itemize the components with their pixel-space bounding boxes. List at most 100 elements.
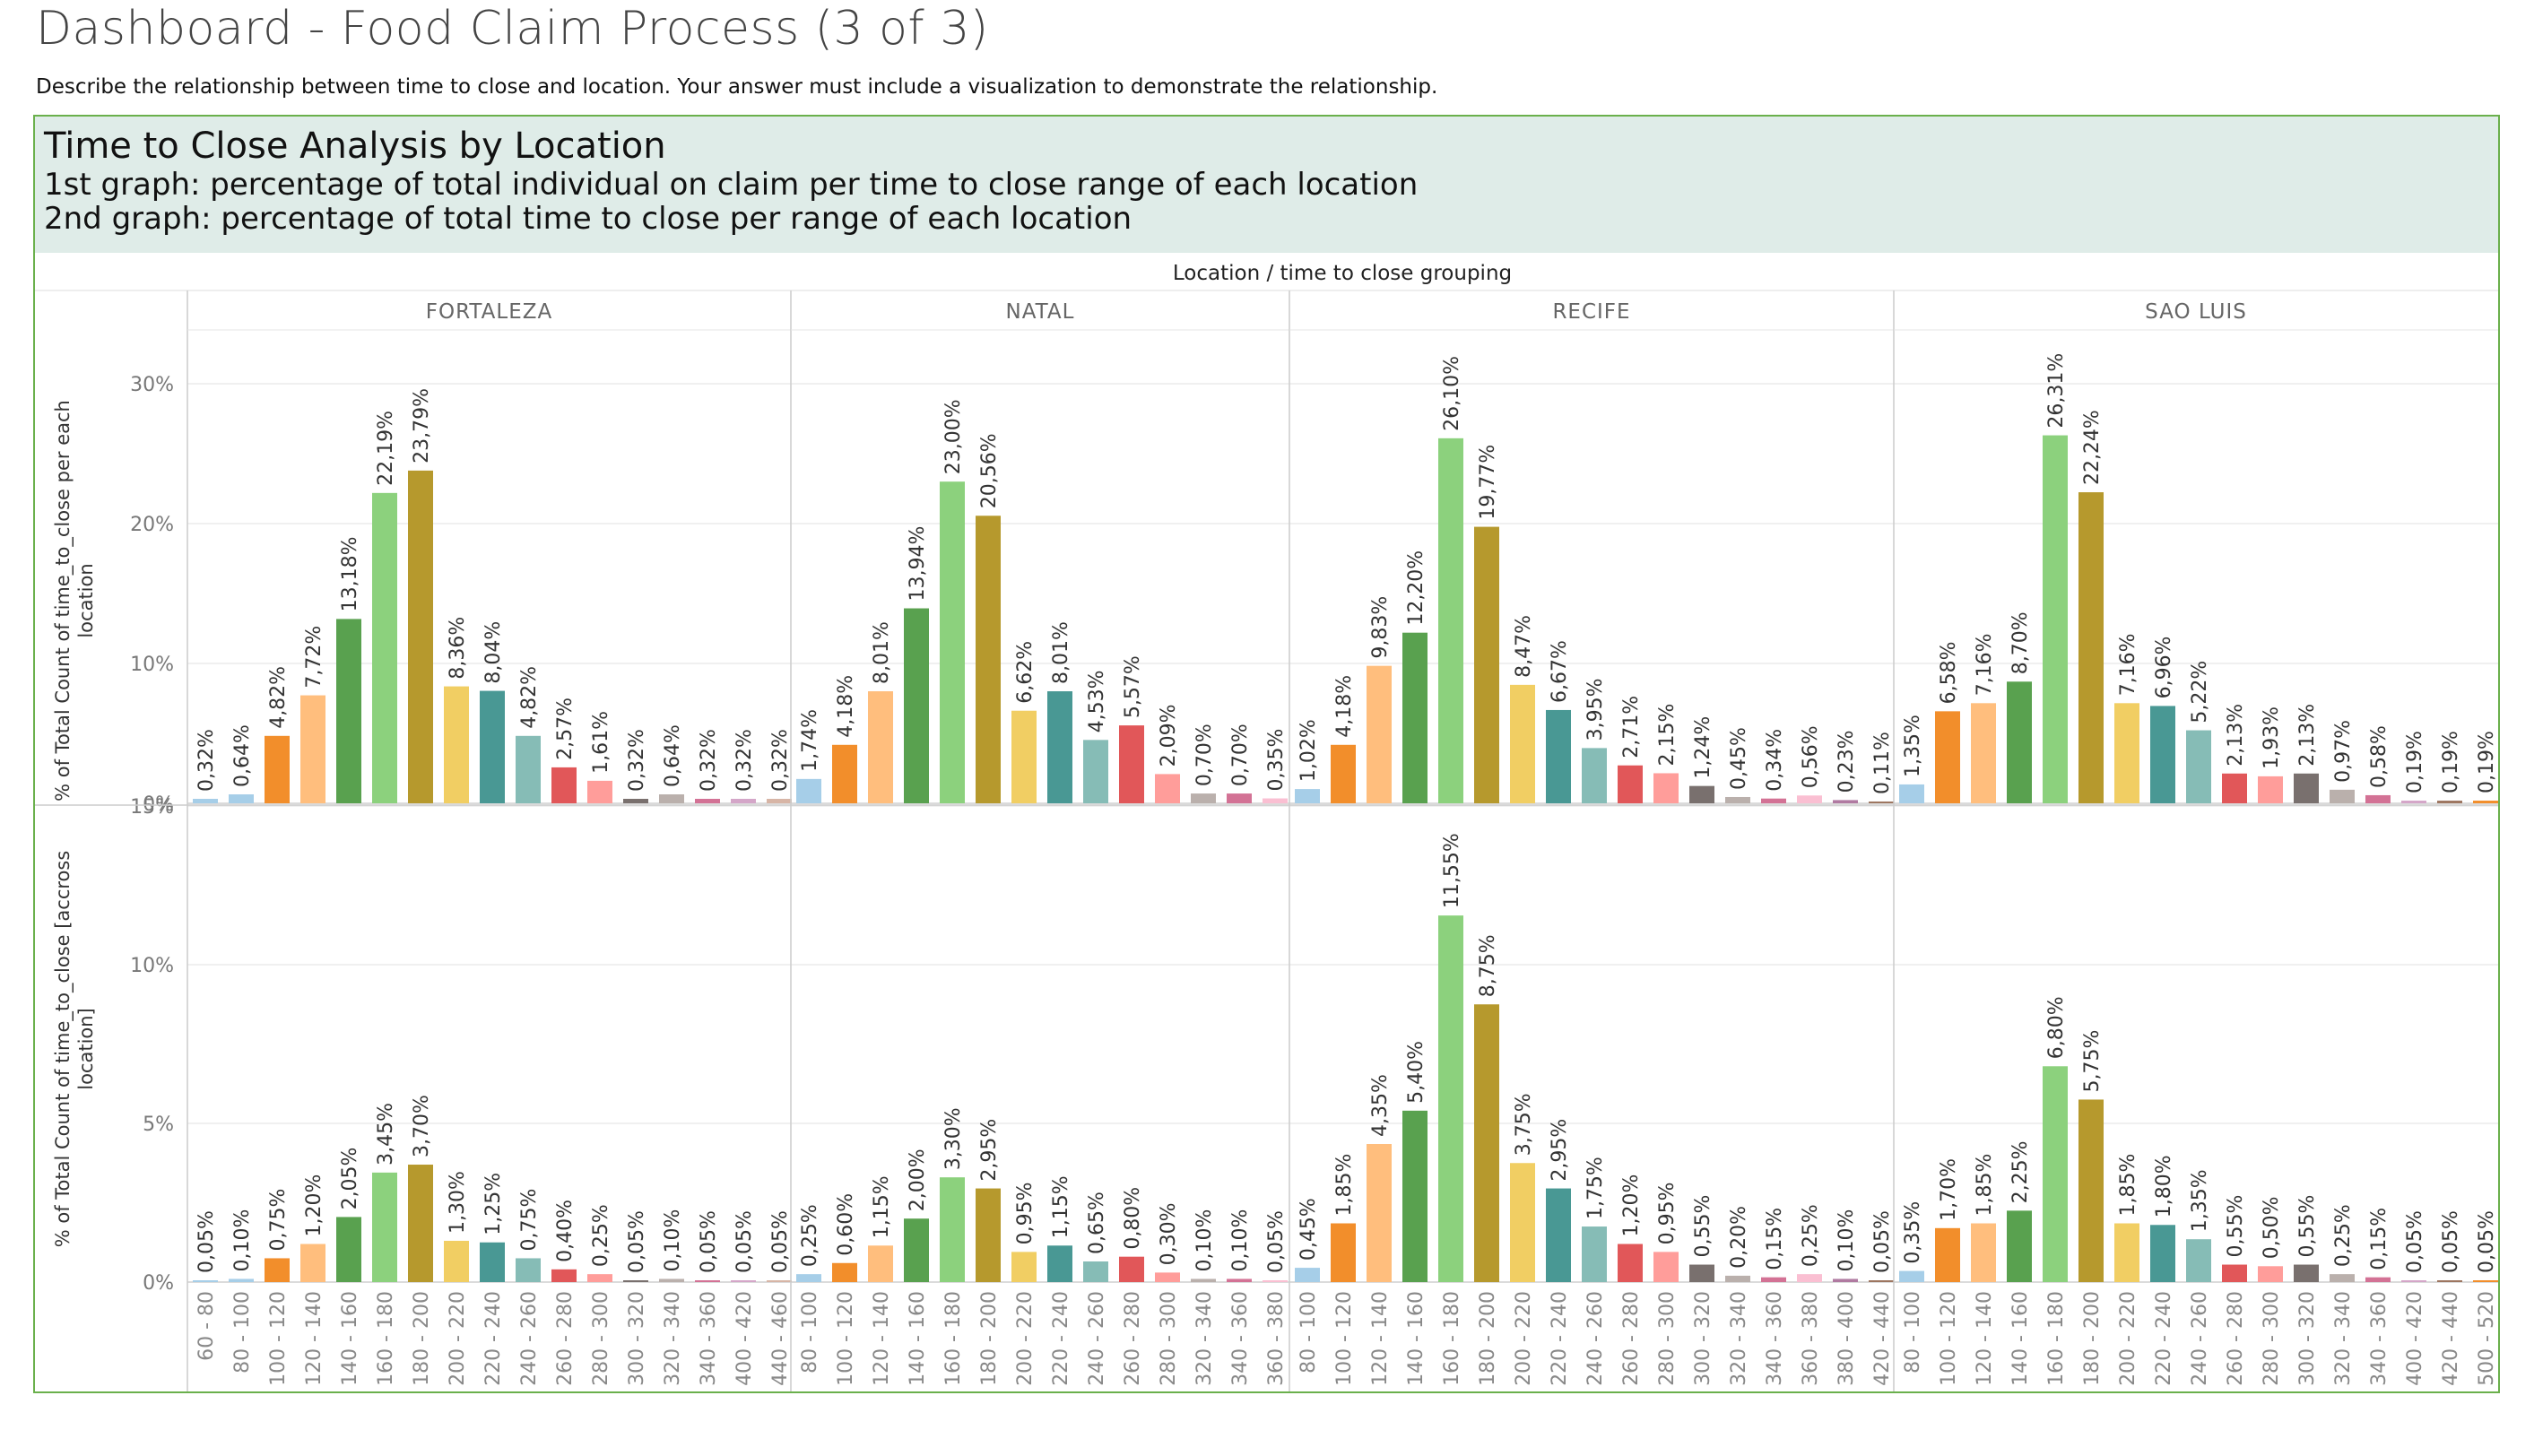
x-tick-label: 160 - 180 [2045, 1291, 2068, 1386]
bottom-data-label: 1,20% [303, 1174, 325, 1237]
bottom-tick-label: 10% [130, 955, 174, 977]
top-data-label: 0,56% [1800, 725, 1822, 788]
bottom-data-label: 2,05% [339, 1148, 361, 1210]
top-bar [796, 778, 821, 803]
top-bar [2007, 681, 2032, 803]
x-tick-label: 140 - 160 [1405, 1291, 1428, 1386]
top-data-label: 8,70% [2009, 611, 2032, 674]
bottom-data-label: 0,05% [733, 1210, 756, 1273]
bottom-data-label: 0,20% [1728, 1206, 1750, 1269]
top-bar [2258, 776, 2283, 803]
top-data-label: 1,74% [799, 709, 821, 772]
top-data-label: 0,32% [733, 729, 756, 792]
top-bar [767, 799, 792, 803]
top-bar [1653, 773, 1679, 803]
x-tick-label: 300 - 320 [1692, 1291, 1714, 1386]
bottom-bar [1083, 1261, 1108, 1282]
top-data-label: 0,32% [698, 729, 720, 792]
top-bar [2078, 492, 2104, 803]
top-data-label: 2,57% [554, 698, 577, 760]
bottom-bar [2007, 1210, 2032, 1282]
top-tick-label: 10% [130, 654, 174, 676]
bottom-data-label: 0,45% [1297, 1198, 1320, 1261]
top-bar [904, 608, 929, 803]
bottom-bar [976, 1188, 1001, 1282]
x-tick-label: 140 - 160 [339, 1291, 361, 1386]
bottom-data-label: 0,25% [1800, 1204, 1822, 1267]
top-data-label: 2,09% [1158, 705, 1180, 767]
top-bar [444, 686, 469, 803]
chart-header: Location / time to close grouping [1173, 262, 1512, 285]
bottom-bar [659, 1278, 684, 1282]
bottom-data-label: 0,05% [2476, 1210, 2498, 1273]
bottom-bar [2473, 1280, 2498, 1282]
bottom-bar [1899, 1270, 1924, 1282]
x-tick-label: 340 - 360 [1764, 1291, 1786, 1386]
top-bar [1761, 798, 1786, 803]
top-bar [2186, 730, 2211, 803]
top-data-label: 22,19% [375, 411, 397, 486]
bottom-bar [2437, 1280, 2462, 1282]
top-data-label: 0,58% [2368, 725, 2391, 788]
time-to-close-chart: Location / time to close grouping 30% 20% 1… [35, 262, 2498, 1391]
x-tick-label: 280 - 300 [1158, 1291, 1180, 1386]
bottom-bar [1546, 1188, 1571, 1282]
top-data-label: 4,18% [1333, 675, 1356, 738]
bottom-bar [1971, 1223, 1996, 1282]
bottom-bar [265, 1258, 290, 1282]
bottom-bar [1689, 1264, 1714, 1282]
top-bar [587, 780, 612, 803]
top-data-label: 26,10% [1441, 356, 1463, 431]
x-tick-label: 320 - 340 [2332, 1291, 2355, 1386]
bottom-data-label: 0,75% [518, 1189, 541, 1252]
x-tick-label: 220 - 240 [1549, 1291, 1571, 1386]
bottom-bar [1582, 1226, 1607, 1282]
bottom-bar [1047, 1245, 1072, 1282]
location-header: SAO LUIS [2145, 300, 2247, 324]
bottom-data-label: 0,05% [1871, 1210, 1894, 1273]
bottom-bar [1331, 1223, 1356, 1282]
bottom-bar [940, 1177, 965, 1282]
location-header: FORTALEZA [426, 300, 552, 324]
bottom-data-label: 1,20% [1620, 1174, 1643, 1237]
bottom-y-axis-title: % of Total Count of time_to_close [accro… [52, 851, 97, 1248]
x-tick-label: 120 - 140 [1369, 1291, 1392, 1386]
top-bar [1402, 632, 1428, 803]
top-data-label: 13,94% [907, 526, 929, 602]
top-bar [1227, 793, 1252, 803]
top-bar [832, 744, 857, 803]
top-bar [2294, 773, 2319, 803]
bottom-bar [2114, 1223, 2139, 1282]
top-data-label: 2,15% [1656, 704, 1679, 767]
bottom-data-label: 1,85% [1974, 1154, 1996, 1217]
top-bar [1546, 709, 1571, 803]
x-tick-label: 160 - 180 [1441, 1291, 1463, 1386]
top-bar [2043, 435, 2068, 803]
top-data-label: 4,18% [835, 675, 857, 738]
top-data-label: 4,82% [267, 666, 290, 729]
x-tick-label: 240 - 260 [1086, 1291, 1108, 1386]
bottom-bar [1510, 1163, 1535, 1282]
bottom-data-label: 3,75% [1513, 1093, 1535, 1156]
top-bar [695, 799, 720, 803]
top-bar [1011, 710, 1037, 803]
bottom-data-label: 0,25% [799, 1204, 821, 1267]
x-tick-label: 120 - 140 [871, 1291, 893, 1386]
top-data-label: 8,01% [1050, 621, 1072, 684]
top-data-label: 0,70% [1193, 724, 1216, 786]
bottom-bar [2258, 1266, 2283, 1282]
bottom-bar [796, 1274, 821, 1282]
top-data-label: 8,36% [447, 617, 469, 680]
page-title: Dashboard - Food Claim Process (3 of 3) [36, 2, 989, 56]
top-data-label: 0,19% [2476, 731, 2498, 793]
bottom-data-label: 1,85% [2117, 1154, 2139, 1217]
bottom-data-label: 1,75% [1584, 1157, 1607, 1219]
bottom-data-label: 3,45% [375, 1103, 397, 1166]
bottom-bar [2294, 1264, 2319, 1282]
bottom-data-label: 2,25% [2009, 1140, 2032, 1203]
x-tick-label: 140 - 160 [907, 1291, 929, 1386]
x-tick-label: 160 - 180 [375, 1291, 397, 1386]
x-tick-label: 280 - 300 [590, 1291, 612, 1386]
bottom-bar [408, 1165, 433, 1282]
top-data-label: 6,67% [1549, 640, 1571, 703]
